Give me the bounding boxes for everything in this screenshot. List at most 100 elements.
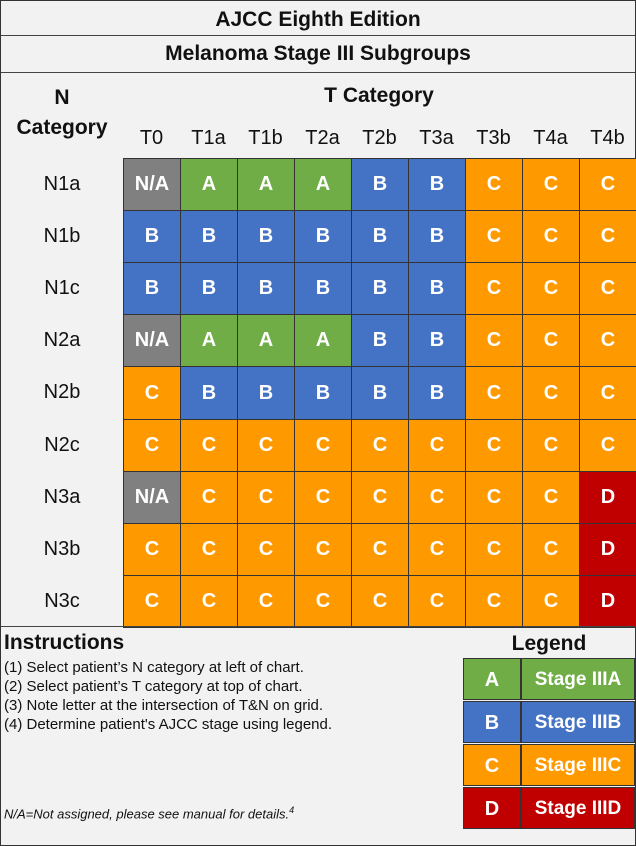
grid-cell: C bbox=[465, 523, 523, 576]
grid-cell: A bbox=[180, 158, 238, 211]
grid-cell: B bbox=[180, 262, 238, 315]
legend-stage-label: Stage IIIA bbox=[521, 658, 635, 700]
legend-letter: D bbox=[463, 787, 521, 829]
instructions-panel: Instructions (1) Select patient’s N cate… bbox=[4, 628, 460, 734]
t-column-t0: T0 bbox=[139, 127, 164, 149]
grid-cell: C bbox=[123, 523, 181, 576]
grid-cell: C bbox=[237, 523, 295, 576]
n-row-n3a: N3a bbox=[43, 485, 81, 508]
grid-cell: B bbox=[294, 210, 352, 263]
grid-cell: C bbox=[579, 419, 636, 472]
grid-cell: B bbox=[294, 262, 352, 315]
t-column-t2a: T2a bbox=[305, 127, 340, 149]
grid-cell: C bbox=[408, 523, 466, 576]
grid-cell: C bbox=[465, 158, 523, 211]
legend-letter: B bbox=[463, 701, 521, 743]
divider bbox=[1, 35, 635, 36]
grid-cell: B bbox=[294, 366, 352, 420]
grid-cell: C bbox=[465, 262, 523, 315]
t-category-header: T Category bbox=[324, 84, 434, 107]
grid-cell: B bbox=[408, 158, 466, 211]
legend-stage-label: Stage IIIB bbox=[521, 701, 635, 743]
grid-cell: B bbox=[123, 210, 181, 263]
legend-letter: C bbox=[463, 744, 521, 786]
n-row-n2b: N2b bbox=[43, 381, 81, 404]
instruction-line: (1) Select patient’s N category at left … bbox=[4, 659, 304, 676]
n-row-n3c: N3c bbox=[44, 589, 80, 612]
grid-cell: C bbox=[522, 575, 580, 628]
grid-cell: C bbox=[465, 419, 523, 472]
t-column-t4a: T4a bbox=[533, 127, 568, 149]
grid-cell: C bbox=[465, 366, 523, 420]
grid-cell: C bbox=[579, 314, 636, 367]
grid-cell: D bbox=[579, 575, 636, 628]
footnote-reference: 4 bbox=[289, 805, 295, 815]
grid-cell: C bbox=[180, 471, 238, 524]
grid-cell: C bbox=[465, 575, 523, 628]
t-column-t4b: T4b bbox=[590, 127, 625, 149]
grid-cell: C bbox=[294, 419, 352, 472]
grid-cell: B bbox=[351, 262, 409, 315]
chart-title-line1: AJCC Eighth Edition bbox=[215, 8, 421, 31]
grid-cell: B bbox=[408, 210, 466, 263]
n-category-header-line1: N bbox=[54, 86, 70, 109]
grid-cell: C bbox=[579, 262, 636, 315]
grid-cell: C bbox=[408, 471, 466, 524]
grid-cell: C bbox=[123, 419, 181, 472]
legend-stage-label: Stage IIID bbox=[521, 787, 635, 829]
legend-item: C Stage IIIC bbox=[463, 744, 635, 786]
grid-cell: C bbox=[522, 158, 580, 211]
n-row-n2c: N2c bbox=[44, 433, 80, 456]
grid-cell: C bbox=[465, 471, 523, 524]
stage-grid: N/A A A A B B C C C B B B B B B C C C B B B B B B C C C N/A A A A B B C C C… bbox=[123, 158, 636, 628]
divider bbox=[1, 72, 635, 73]
instruction-line: (2) Select patient’s T category at top o… bbox=[4, 678, 303, 695]
grid-cell: B bbox=[351, 366, 409, 420]
grid-cell: D bbox=[579, 471, 636, 524]
chart-title-line2: Melanoma Stage III Subgroups bbox=[165, 42, 471, 65]
grid-cell: C bbox=[465, 210, 523, 263]
grid-cell: C bbox=[180, 523, 238, 576]
grid-cell: B bbox=[237, 262, 295, 315]
grid-cell: C bbox=[579, 210, 636, 263]
grid-cell: A bbox=[294, 314, 352, 367]
legend-title: Legend bbox=[511, 632, 587, 655]
grid-cell: N/A bbox=[123, 158, 181, 211]
t-column-t3b: T3b bbox=[476, 127, 511, 149]
grid-cell: A bbox=[237, 314, 295, 367]
grid-cell: C bbox=[522, 419, 580, 472]
grid-cell: C bbox=[351, 419, 409, 472]
t-column-t2b: T2b bbox=[362, 127, 397, 149]
grid-cell: B bbox=[408, 314, 466, 367]
grid-cell: C bbox=[351, 575, 409, 628]
legend-letter: A bbox=[463, 658, 521, 700]
grid-cell: B bbox=[180, 210, 238, 263]
grid-cell: B bbox=[351, 314, 409, 367]
divider bbox=[1, 626, 635, 627]
n-row-n1a: N1a bbox=[43, 173, 81, 195]
instructions-title: Instructions bbox=[4, 631, 125, 654]
grid-cell: D bbox=[579, 523, 636, 576]
grid-cell: C bbox=[351, 471, 409, 524]
grid-cell: A bbox=[180, 314, 238, 367]
grid-cell: N/A bbox=[123, 471, 181, 524]
n-row-n1b: N1b bbox=[43, 225, 81, 248]
grid-cell: C bbox=[522, 471, 580, 524]
legend-item: D Stage IIID bbox=[463, 787, 635, 829]
grid-cell: C bbox=[180, 419, 238, 472]
grid-cell: C bbox=[294, 523, 352, 576]
grid-cell: B bbox=[123, 262, 181, 315]
n-category-header: N Category bbox=[1, 83, 123, 143]
instruction-line: (3) Note letter at the intersection of T… bbox=[4, 697, 324, 714]
grid-cell: C bbox=[522, 314, 580, 367]
grid-cell: B bbox=[408, 366, 466, 420]
grid-cell: C bbox=[237, 575, 295, 628]
grid-cell: C bbox=[465, 314, 523, 367]
grid-cell: B bbox=[351, 210, 409, 263]
grid-cell: C bbox=[522, 210, 580, 263]
grid-cell: C bbox=[180, 575, 238, 628]
grid-cell: A bbox=[294, 158, 352, 211]
grid-cell: B bbox=[237, 366, 295, 420]
grid-cell: C bbox=[408, 575, 466, 628]
n-row-headers: N1a N1b N1c N2a N2b N2c N3a N3b N3c bbox=[1, 158, 123, 627]
